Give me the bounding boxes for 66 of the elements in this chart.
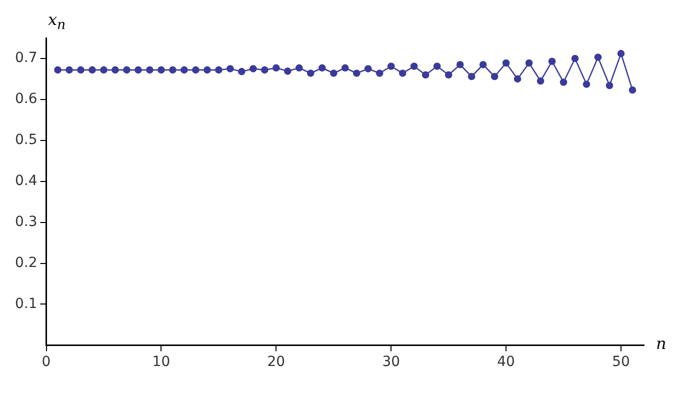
point bbox=[341, 64, 349, 72]
point bbox=[410, 62, 418, 70]
point bbox=[169, 66, 176, 74]
point bbox=[215, 66, 222, 74]
point bbox=[318, 64, 326, 72]
point bbox=[376, 70, 384, 77]
point bbox=[158, 66, 165, 74]
point bbox=[444, 71, 452, 79]
point bbox=[352, 70, 360, 77]
point bbox=[398, 70, 406, 77]
point bbox=[571, 54, 579, 62]
point bbox=[77, 66, 84, 74]
point bbox=[594, 54, 602, 61]
y-tick-label: 0.4 bbox=[15, 173, 38, 189]
point bbox=[502, 59, 510, 67]
point bbox=[387, 62, 395, 70]
point bbox=[536, 77, 544, 85]
point bbox=[582, 80, 590, 88]
x-tick-label: 20 bbox=[267, 354, 286, 370]
point bbox=[54, 66, 62, 74]
point bbox=[146, 66, 154, 74]
point bbox=[330, 70, 338, 77]
point bbox=[180, 66, 188, 74]
y-tick-label: 0.7 bbox=[15, 50, 38, 66]
x-tick-label: 40 bbox=[497, 354, 515, 370]
point bbox=[422, 71, 430, 79]
x-axis-title: n bbox=[656, 334, 666, 353]
point bbox=[261, 66, 268, 74]
y-tick-label: 0.2 bbox=[15, 254, 38, 271]
point bbox=[606, 82, 614, 90]
point bbox=[192, 66, 200, 74]
x-tick-label: 50 bbox=[612, 354, 630, 370]
point bbox=[284, 68, 292, 75]
point bbox=[238, 68, 246, 76]
point bbox=[468, 72, 476, 80]
point bbox=[204, 66, 211, 74]
point bbox=[433, 62, 441, 70]
point bbox=[112, 66, 119, 74]
point bbox=[560, 78, 568, 86]
point bbox=[272, 64, 280, 72]
point bbox=[479, 60, 487, 68]
y-tick-label: 0.5 bbox=[15, 132, 38, 148]
point bbox=[88, 66, 96, 74]
x-tick-label: 10 bbox=[152, 354, 170, 370]
x-tick-label: 30 bbox=[382, 354, 400, 370]
point bbox=[123, 66, 130, 74]
point bbox=[548, 58, 556, 65]
y-tick-label: 0.6 bbox=[15, 91, 38, 108]
y-tick-label: 0.3 bbox=[15, 214, 38, 230]
point bbox=[226, 65, 234, 72]
y-axis-title: x$_{n}$ bbox=[48, 10, 66, 34]
x-tick-label: 0 bbox=[42, 354, 51, 370]
point bbox=[66, 66, 73, 74]
point bbox=[456, 60, 464, 68]
y-tick-label: 0.1 bbox=[15, 296, 38, 312]
point bbox=[617, 50, 625, 58]
point bbox=[306, 70, 314, 77]
point bbox=[100, 66, 108, 74]
point bbox=[525, 59, 533, 67]
point bbox=[134, 66, 142, 74]
point bbox=[250, 65, 257, 72]
point bbox=[514, 75, 522, 83]
point bbox=[364, 65, 372, 72]
point bbox=[296, 64, 303, 72]
point bbox=[490, 72, 498, 80]
point bbox=[628, 86, 636, 94]
